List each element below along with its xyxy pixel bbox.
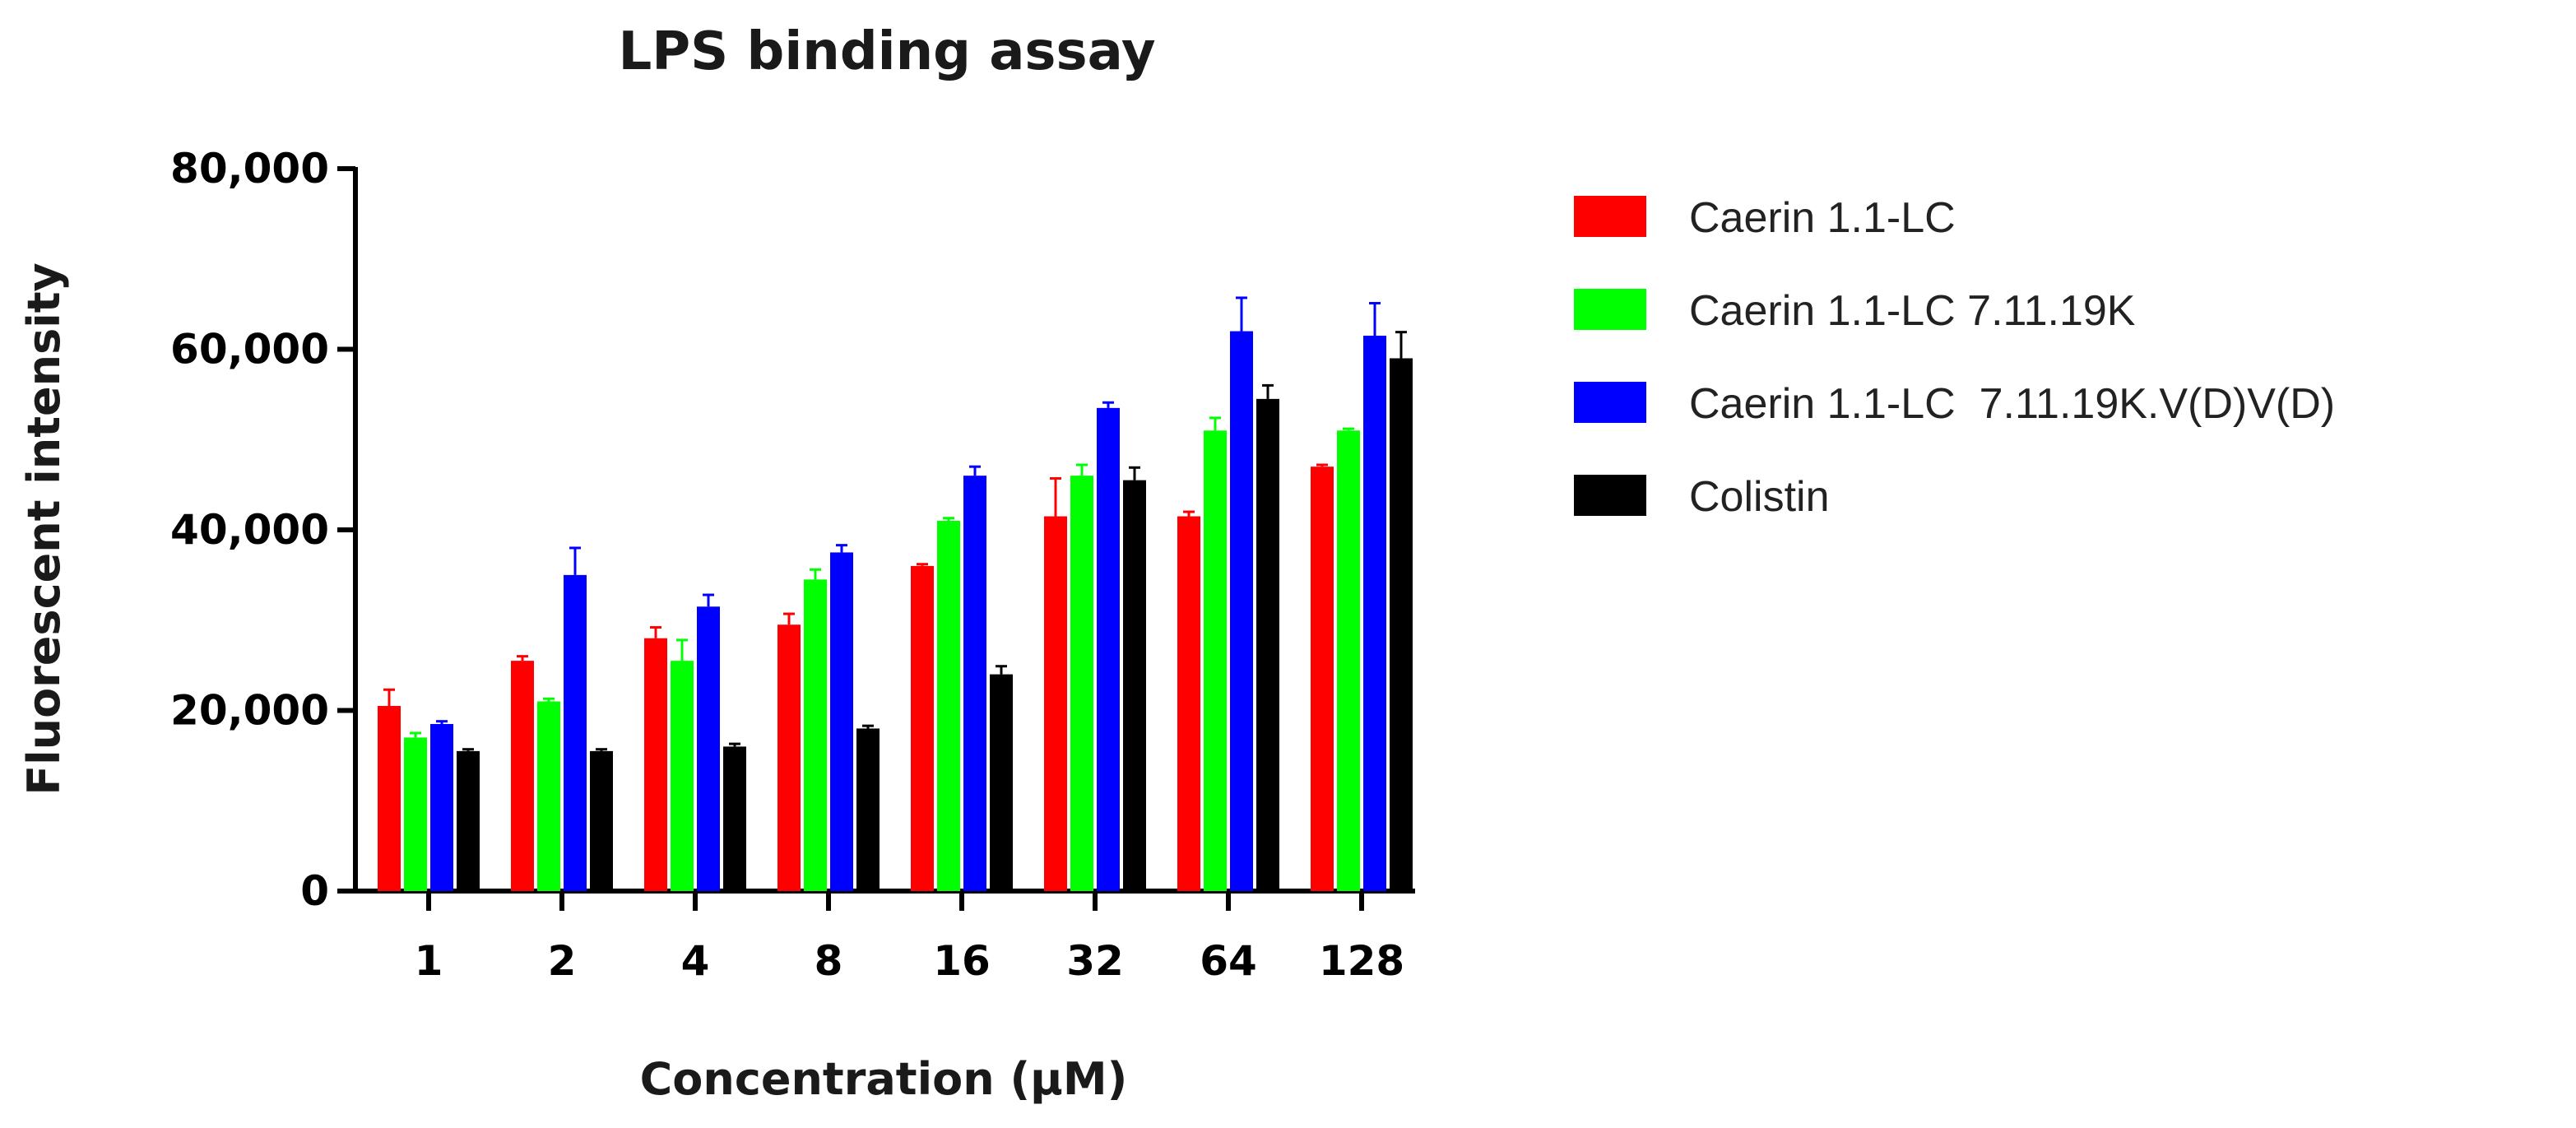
bar bbox=[723, 746, 746, 891]
legend-swatch bbox=[1574, 289, 1646, 330]
legend-swatch bbox=[1574, 382, 1646, 423]
bar bbox=[911, 565, 934, 891]
bar bbox=[457, 750, 480, 891]
bar bbox=[1044, 516, 1067, 891]
x-tick-label: 1 bbox=[415, 937, 443, 985]
y-tick-label: 20,000 bbox=[170, 687, 329, 735]
x-axis-label: Concentration (µM) bbox=[640, 1053, 1128, 1105]
x-tick-label: 2 bbox=[548, 937, 577, 985]
bar bbox=[404, 737, 427, 891]
y-tick-label: 80,000 bbox=[170, 145, 329, 193]
bar bbox=[511, 661, 534, 891]
bar bbox=[1390, 358, 1413, 892]
bar bbox=[430, 723, 453, 891]
legend-swatch bbox=[1574, 196, 1646, 237]
bar bbox=[644, 638, 667, 891]
bar bbox=[1311, 467, 1334, 891]
bar bbox=[777, 624, 801, 891]
legend-label: Colistin bbox=[1689, 473, 1830, 521]
legend-swatch bbox=[1574, 475, 1646, 516]
bar bbox=[590, 750, 613, 891]
bar bbox=[830, 552, 853, 891]
bar bbox=[697, 606, 720, 891]
legend-label: Caerin 1.1-LC bbox=[1689, 194, 1956, 242]
bar bbox=[1070, 476, 1093, 891]
bar bbox=[1337, 430, 1360, 891]
y-axis-label: Fluorescent intensity bbox=[18, 262, 70, 796]
legend: Caerin 1.1-LC Caerin 1.1-LC 7.11.19K Caeri… bbox=[1574, 194, 2335, 521]
y-tick-label: 40,000 bbox=[170, 506, 329, 554]
bar bbox=[937, 521, 960, 891]
bar bbox=[1177, 516, 1200, 891]
chart-title: LPS binding assay bbox=[618, 21, 1155, 82]
bar bbox=[1097, 407, 1120, 891]
legend-label: Caerin 1.1-LC 7.11.19K.V(D)V(D) bbox=[1689, 380, 2335, 428]
x-tick-label: 8 bbox=[815, 937, 843, 985]
x-tick-label: 32 bbox=[1066, 937, 1124, 985]
x-tick-label: 16 bbox=[933, 937, 991, 985]
bar bbox=[537, 701, 560, 891]
bar bbox=[671, 661, 694, 891]
y-tick-label: 0 bbox=[300, 867, 329, 915]
bar bbox=[1230, 331, 1253, 891]
x-tick-label: 64 bbox=[1200, 937, 1257, 985]
bar bbox=[1363, 336, 1386, 892]
bar bbox=[990, 674, 1013, 891]
bar bbox=[1204, 430, 1227, 891]
x-tick-label: 4 bbox=[681, 937, 710, 985]
plot-area: 0 20,000 40,000 60,000 80,000 1 2 4 8 16 32 64 128 bbox=[170, 145, 1415, 985]
bar bbox=[804, 579, 827, 891]
bar bbox=[564, 574, 587, 891]
bar bbox=[1123, 480, 1146, 891]
bar bbox=[963, 476, 986, 891]
y-tick-label: 60,000 bbox=[170, 326, 329, 374]
bar bbox=[378, 706, 401, 891]
x-tick-label: 128 bbox=[1319, 937, 1404, 985]
bar bbox=[856, 728, 880, 891]
bar bbox=[1256, 398, 1279, 891]
legend-label: Caerin 1.1-LC 7.11.19K bbox=[1689, 287, 2136, 335]
